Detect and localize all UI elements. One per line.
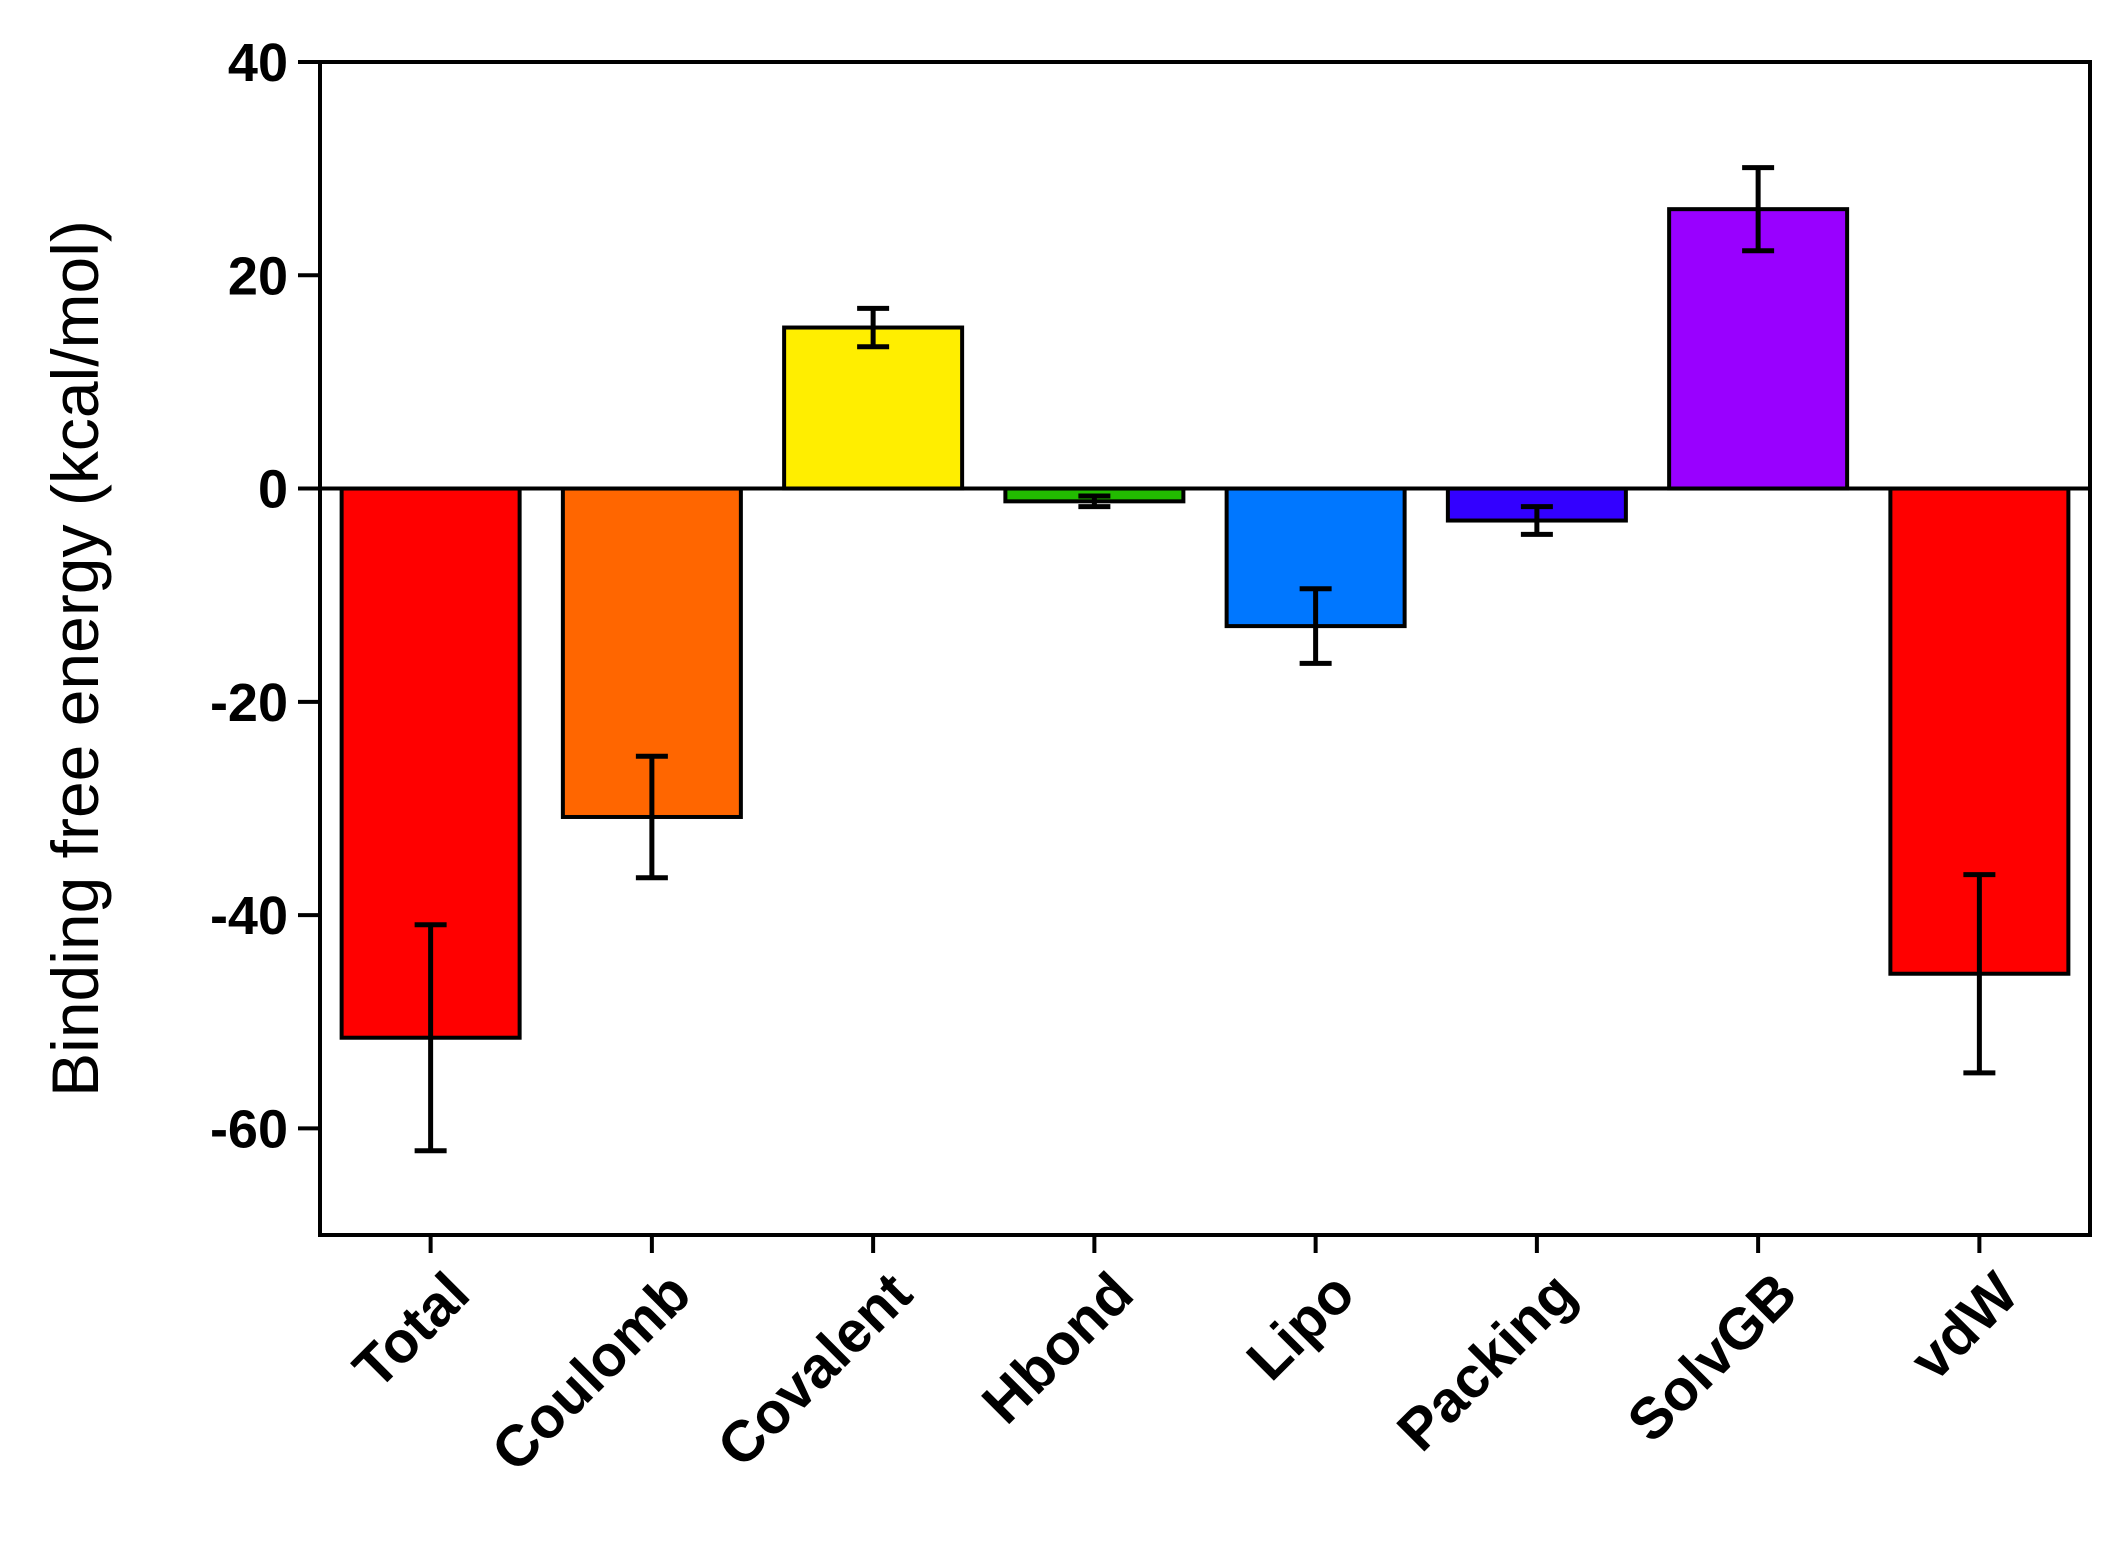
bar-solvgb: [1667, 207, 1850, 491]
y-tick-label: -20: [210, 673, 288, 733]
y-axis-title: Binding free energy (kcal/mol): [38, 220, 112, 1097]
bar-covalent: [782, 325, 965, 491]
x-tick-label-covalent: Covalent: [705, 1260, 924, 1479]
y-tick-label: 0: [258, 460, 288, 520]
y-tick-label: 40: [228, 33, 288, 93]
y-tick-label: 20: [228, 246, 288, 306]
y-tick-label: -40: [210, 886, 288, 946]
x-tick-label-total: Total: [341, 1260, 482, 1401]
x-tick-label-vdw: vdW: [1898, 1260, 2031, 1393]
x-tick-label-hbond: Hbond: [970, 1260, 1146, 1436]
plot-frame: [318, 60, 2092, 1237]
x-tick-label-coulomb: Coulomb: [479, 1260, 703, 1484]
y-tick-label: -60: [210, 1099, 288, 1159]
x-tick-label-solvgb: SolvGB: [1615, 1260, 1809, 1454]
x-tick-label-lipo: Lipo: [1234, 1260, 1367, 1393]
x-tick-label-packing: Packing: [1385, 1260, 1588, 1463]
